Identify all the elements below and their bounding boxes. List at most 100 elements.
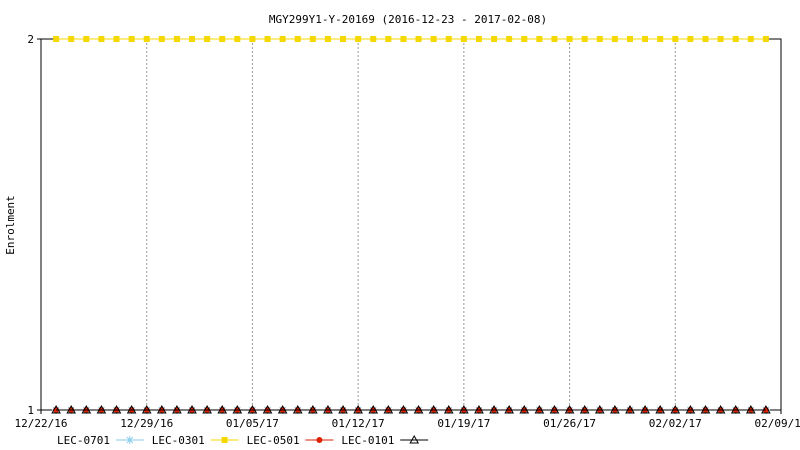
data-point (68, 36, 75, 42)
series-lec-0301 (53, 36, 769, 42)
data-point (474, 404, 484, 414)
y-axis-label: Enrolment (4, 195, 17, 255)
data-point (172, 404, 182, 414)
data-point (581, 36, 588, 42)
data-point (458, 404, 469, 414)
data-point (655, 404, 666, 414)
data-point (126, 404, 137, 414)
data-point (370, 36, 377, 42)
data-point (504, 404, 515, 414)
x-tick-label: 12/29/16 (120, 417, 173, 430)
data-point (262, 404, 273, 414)
data-point (96, 404, 107, 414)
x-tick-label: 01/12/17 (332, 417, 385, 430)
legend-marker (409, 434, 420, 444)
data-point (413, 404, 424, 414)
data-point (398, 404, 409, 414)
data-point (324, 36, 331, 42)
chart-title: MGY299Y1-Y-20169 (2016-12-23 - 2017-02-0… (269, 13, 547, 26)
data-point (219, 36, 226, 42)
data-point (506, 36, 513, 42)
y-tick-label: 1 (27, 404, 34, 417)
data-point (143, 36, 150, 42)
data-point (309, 36, 316, 42)
data-point (640, 404, 650, 414)
data-point (415, 36, 422, 42)
data-point (173, 36, 180, 42)
data-point (83, 36, 90, 42)
data-point (428, 404, 439, 414)
data-point (430, 36, 437, 42)
data-point (98, 36, 105, 42)
data-point (323, 404, 333, 414)
data-point (475, 36, 482, 42)
data-point (579, 404, 590, 414)
data-point (611, 36, 618, 42)
data-point (51, 404, 61, 414)
data-point (626, 36, 633, 42)
data-point (66, 404, 77, 414)
data-point (385, 36, 392, 42)
data-point (279, 36, 286, 42)
data-point (247, 404, 258, 414)
data-point (202, 404, 212, 414)
data-point (536, 36, 543, 42)
data-point (594, 404, 605, 414)
data-point (128, 36, 135, 42)
data-point (715, 404, 726, 414)
data-point (566, 36, 573, 42)
data-point (642, 36, 649, 42)
data-point (702, 36, 709, 42)
data-point (534, 404, 545, 414)
grid-lines (146, 39, 676, 410)
data-point (519, 404, 530, 414)
data-point (156, 404, 167, 414)
data-point (549, 404, 560, 414)
legend-marker (221, 437, 228, 443)
series-layer (51, 36, 771, 414)
data-point (217, 404, 228, 414)
data-point (761, 404, 771, 414)
y-tick-label: 2 (27, 33, 34, 46)
data-point (232, 404, 243, 414)
x-tick-label: 02/09/17 (755, 417, 800, 430)
data-point (762, 36, 769, 42)
data-point (732, 36, 739, 42)
series-lec-0101 (51, 404, 771, 414)
data-point (187, 404, 197, 414)
data-point (204, 36, 211, 42)
data-point (443, 404, 454, 414)
x-tick-label: 01/26/17 (543, 417, 596, 430)
data-point (234, 36, 241, 42)
data-point (687, 36, 694, 42)
data-point (670, 404, 681, 414)
data-point (113, 36, 120, 42)
legend-label: LEC-0701 (57, 434, 110, 447)
data-point (368, 404, 379, 414)
data-point (685, 404, 696, 414)
data-point (657, 36, 664, 42)
x-tick-label: 12/22/16 (15, 417, 68, 430)
legend-label: LEC-0301 (152, 434, 205, 447)
data-point (249, 36, 256, 42)
y-axis-ticks: 12 (27, 33, 41, 417)
legend: LEC-0701 LEC-0301 LEC-0501 LEC-0101 (57, 434, 429, 447)
data-point (383, 404, 394, 414)
legend-label: LEC-0101 (341, 434, 394, 447)
x-axis-ticks: 12/22/16 12/29/16 01/05/17 01/12/17 01/19/17… (15, 410, 800, 430)
data-point (610, 404, 620, 414)
data-point (551, 36, 558, 42)
data-point (111, 404, 122, 414)
data-point (400, 36, 407, 42)
legend-label: LEC-0501 (247, 434, 300, 447)
data-point (491, 36, 498, 42)
data-point (564, 404, 575, 414)
plot-area (40, 38, 782, 411)
data-point (745, 404, 756, 414)
data-point (460, 36, 467, 42)
data-point (521, 36, 528, 42)
data-point (264, 36, 271, 42)
x-tick-label: 01/19/17 (437, 417, 490, 430)
data-point (445, 36, 452, 42)
data-point (53, 36, 60, 42)
